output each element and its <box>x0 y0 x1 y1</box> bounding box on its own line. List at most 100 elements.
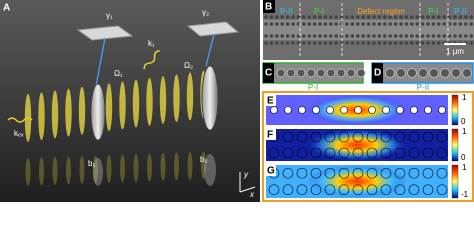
hole <box>296 68 306 78</box>
hole <box>296 22 301 26</box>
label-box <box>263 0 275 13</box>
hole <box>285 22 290 26</box>
colorbar-label: 0 <box>461 153 466 162</box>
hole-outline <box>296 184 308 196</box>
hole <box>464 34 468 38</box>
hole-outline <box>282 131 294 143</box>
stripe <box>51 90 59 139</box>
hole <box>334 41 339 45</box>
hole-outline <box>408 167 420 179</box>
hole <box>383 15 387 19</box>
hole-outline <box>380 167 392 179</box>
caption: P-I <box>308 83 318 92</box>
stripe-reflection <box>39 157 44 186</box>
label: γ₂ <box>202 8 209 17</box>
hole-outline <box>368 106 376 114</box>
hole-outline <box>268 147 280 159</box>
hole <box>426 41 430 45</box>
hole <box>377 41 382 45</box>
hole-outline <box>324 131 336 143</box>
hole-outline <box>382 106 390 114</box>
hole <box>318 34 322 38</box>
hole-outline <box>310 184 322 196</box>
hole <box>275 41 279 45</box>
hole <box>469 15 474 19</box>
hole-outline <box>352 147 364 159</box>
hole <box>302 34 306 38</box>
hole <box>361 15 366 19</box>
hole <box>393 34 398 38</box>
hole <box>312 15 317 19</box>
hole <box>415 34 420 38</box>
stripe-reflection <box>174 152 179 181</box>
hole-outline <box>282 147 294 159</box>
hole <box>312 22 317 26</box>
hole <box>420 41 425 45</box>
label: Ω₁ <box>114 69 123 78</box>
hole-outline <box>394 131 406 143</box>
field-maps: E 10F 10G 1-1 <box>266 93 469 199</box>
hole <box>329 22 333 26</box>
hole-outline <box>354 106 362 114</box>
colorbar-label: 0 <box>461 117 466 126</box>
label-box <box>372 63 383 83</box>
hole <box>464 22 468 26</box>
stripe-reflection <box>120 154 125 183</box>
hole <box>366 15 371 19</box>
hole-outline <box>436 167 448 179</box>
hole <box>404 34 409 38</box>
hole <box>366 34 371 38</box>
hole <box>280 22 285 26</box>
hole <box>329 15 333 19</box>
hole <box>345 15 349 19</box>
hole <box>323 41 328 45</box>
colorbar-label: 1 <box>462 127 467 136</box>
stripe <box>38 92 45 141</box>
region-label: P-I <box>428 7 438 16</box>
hole <box>307 22 312 26</box>
hole-outline <box>380 131 392 143</box>
hole <box>269 22 274 26</box>
hole <box>372 22 376 26</box>
label-box <box>266 129 276 140</box>
disk-b2 <box>201 65 219 131</box>
hole <box>404 22 409 26</box>
hole <box>447 34 452 38</box>
stripe <box>119 81 126 130</box>
hole <box>420 34 425 38</box>
hole <box>329 41 333 45</box>
coupling-line-1 <box>95 37 106 87</box>
hole <box>269 41 274 45</box>
hole-outline <box>338 167 350 179</box>
hole <box>410 34 414 38</box>
hole <box>316 68 326 78</box>
stripe <box>78 86 86 135</box>
hole <box>302 22 306 26</box>
label-box <box>266 95 276 106</box>
hole <box>415 22 420 26</box>
hole <box>350 15 355 19</box>
hole <box>453 15 457 19</box>
hole <box>323 15 328 19</box>
hole <box>447 22 452 26</box>
hole-outline <box>366 147 378 159</box>
hole <box>420 15 425 19</box>
hole <box>440 68 450 78</box>
hole <box>280 15 285 19</box>
hole <box>356 15 360 19</box>
hole <box>312 34 317 38</box>
hole-outline <box>408 184 420 196</box>
hole <box>285 15 290 19</box>
hole-outline <box>424 106 432 114</box>
hole <box>264 15 268 19</box>
caption: P-II <box>417 83 429 92</box>
hole-outline <box>352 184 364 196</box>
hole <box>334 22 339 26</box>
figure: A γ₁ γ₂ k₁ Ω₁ Ω₂ kₑₓ b₁ b₂ y x B P-II P-… <box>0 0 474 202</box>
scale-label: 1 μm <box>446 47 464 56</box>
stripe-reflection <box>66 156 71 185</box>
hole-outline <box>296 167 308 179</box>
hole-outline <box>338 147 350 159</box>
hole <box>291 15 295 19</box>
hole <box>356 68 366 78</box>
